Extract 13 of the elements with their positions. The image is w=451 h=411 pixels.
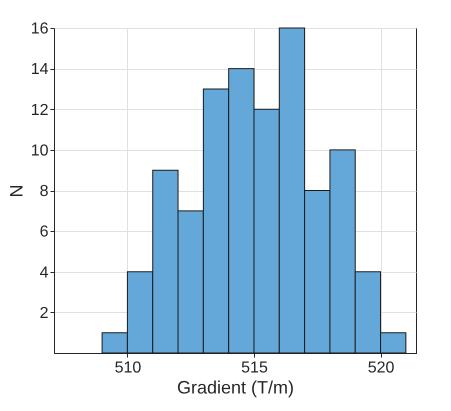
y-tick-label: 8 [40,183,49,200]
y-tick-label: 4 [40,264,49,282]
y-tick-label: 14 [30,61,49,78]
y-axis-title: N [6,184,27,198]
x-tick-label: 510 [114,360,142,376]
y-tick-label: 6 [40,224,49,241]
x-axis-title: Gradient (T/m) [176,378,294,398]
y-tick-label: 16 [30,20,49,38]
y-tick-label: 12 [30,102,49,119]
y-tick-label: 2 [40,304,49,322]
x-tick-label: 520 [368,360,395,376]
y-tick-label: 10 [30,142,49,160]
x-tick-label: 515 [241,360,268,376]
